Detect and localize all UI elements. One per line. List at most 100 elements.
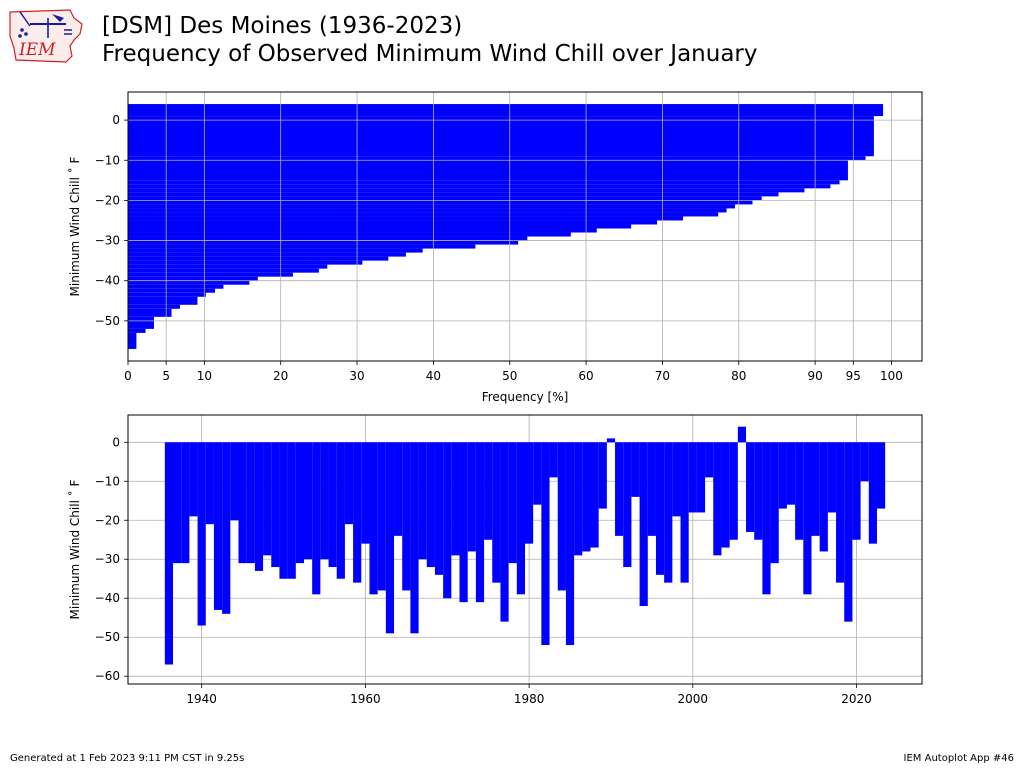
year-bar xyxy=(336,442,345,579)
yearly-chart: 1940 1960 1980 2000 2020 0 −10 −20 −30 −40 −50 −60 M… xyxy=(67,414,923,706)
year-bar xyxy=(664,442,673,583)
y-tick-label: 0 xyxy=(112,113,120,127)
year-bar xyxy=(500,442,509,622)
year-bar xyxy=(803,442,812,595)
y-tick-label: −10 xyxy=(95,153,120,167)
frequency-bar xyxy=(128,208,727,213)
year-bar xyxy=(631,442,640,497)
frequency-bar xyxy=(128,232,571,237)
x-tick-label: 2000 xyxy=(678,692,709,706)
year-bar xyxy=(819,442,828,552)
year-bar xyxy=(484,442,493,540)
year-bar xyxy=(205,442,214,525)
frequency-bar xyxy=(128,240,519,245)
y-tick-label: −30 xyxy=(95,552,120,566)
year-bar xyxy=(746,442,755,532)
year-bar xyxy=(876,442,886,509)
year-bar xyxy=(549,442,558,478)
year-bar xyxy=(705,442,714,478)
year-bar xyxy=(295,442,304,564)
frequency-bar xyxy=(128,332,137,349)
x-tick-label: 20 xyxy=(273,369,288,383)
year-bar xyxy=(672,442,681,517)
year-bar xyxy=(189,442,198,517)
year-bar xyxy=(312,442,321,595)
year-bar xyxy=(696,442,706,513)
year-bar xyxy=(197,442,206,626)
y-tick-label: −50 xyxy=(95,630,120,644)
frequency-bar xyxy=(128,220,658,225)
chart-title-line2: Frequency of Observed Minimum Wind Chill… xyxy=(102,41,758,67)
y-tick-label: 0 xyxy=(112,435,120,449)
x-tick-label: 0 xyxy=(124,369,132,383)
year-bar xyxy=(353,442,362,583)
y-axis-label: Minimum Wind Chill ˚ F xyxy=(67,479,82,619)
x-tick-label: 95 xyxy=(846,369,861,383)
year-bar xyxy=(762,442,771,595)
x-tick-label: 10 xyxy=(197,369,212,383)
frequency-bar xyxy=(128,180,840,185)
year-bar xyxy=(271,442,280,568)
year-bar xyxy=(361,442,370,544)
frequency-bar xyxy=(128,268,319,273)
frequency-bar xyxy=(128,104,884,117)
frequency-bar xyxy=(128,304,180,309)
frequency-bar xyxy=(128,236,528,241)
frequency-bar xyxy=(128,188,805,193)
frequency-bar xyxy=(128,196,762,201)
frequency-bar xyxy=(128,204,735,209)
year-bar xyxy=(639,442,648,607)
frequency-bar xyxy=(128,284,224,289)
frequency-bar xyxy=(128,308,172,317)
year-bar xyxy=(516,442,525,595)
year-bar xyxy=(623,442,632,568)
year-bar xyxy=(410,442,419,634)
year-bar xyxy=(475,442,485,603)
frequency-bar xyxy=(128,280,250,285)
frequency-bar xyxy=(128,116,874,157)
frequency-bar xyxy=(128,200,753,205)
year-bar xyxy=(786,442,796,505)
year-bar xyxy=(238,442,247,564)
x-tick-label: 40 xyxy=(426,369,441,383)
year-bar xyxy=(590,442,599,548)
x-tick-label: 60 xyxy=(578,369,593,383)
footer-app-label: IEM Autoplot App #46 xyxy=(903,753,1014,764)
frequency-bar xyxy=(128,184,831,189)
year-bar xyxy=(254,442,264,571)
year-bar xyxy=(606,438,616,443)
year-bar xyxy=(246,442,255,564)
frequency-bar xyxy=(128,328,146,333)
year-bar xyxy=(434,442,444,575)
year-bar xyxy=(860,442,869,482)
year-bar xyxy=(721,442,730,548)
y-tick-label: −20 xyxy=(95,513,120,527)
year-bar xyxy=(852,442,861,540)
y-tick-label: −40 xyxy=(95,274,120,288)
frequency-bar xyxy=(128,248,423,253)
year-bar xyxy=(836,442,845,583)
year-bar xyxy=(459,442,468,603)
x-tick-label: 70 xyxy=(655,369,670,383)
year-bar xyxy=(222,442,231,614)
year-bar xyxy=(844,442,853,622)
year-bar xyxy=(647,442,656,536)
x-tick-label: 5 xyxy=(162,369,170,383)
frequency-bar xyxy=(128,244,476,249)
footer-generated-text: Generated at 1 Feb 2023 9:11 PM CST in 9… xyxy=(10,753,245,764)
year-bar xyxy=(443,442,452,599)
year-bar xyxy=(426,442,435,568)
year-bar xyxy=(451,442,460,556)
x-tick-label: 50 xyxy=(502,369,517,383)
year-bar xyxy=(369,442,378,595)
year-bar xyxy=(655,442,665,575)
plot-frame xyxy=(127,414,923,685)
frequency-chart: 0 5 10 20 30 40 50 60 70 80 90 95 100 0 −10 −20 −30 −40 −5… xyxy=(67,91,923,404)
frequency-bar xyxy=(128,296,198,305)
year-bar xyxy=(492,442,501,583)
year-bar xyxy=(582,442,591,552)
y-tick-label: −30 xyxy=(95,234,120,248)
frequency-bar xyxy=(128,216,684,221)
frequency-bar xyxy=(128,156,866,161)
